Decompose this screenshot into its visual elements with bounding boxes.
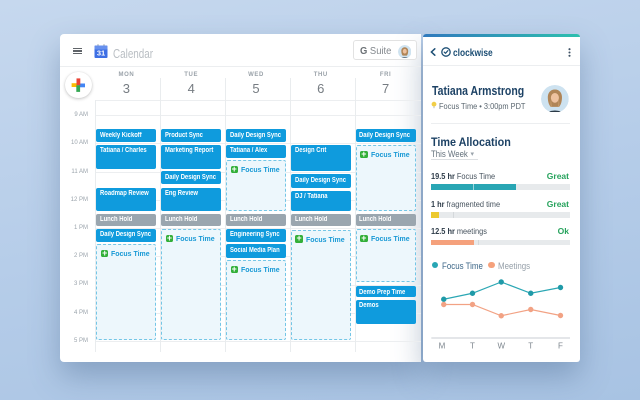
svg-text:T: T: [528, 342, 533, 351]
svg-text:W: W: [497, 342, 505, 351]
svg-text:31: 31: [96, 48, 104, 57]
svg-text:T: T: [470, 342, 475, 351]
svg-text:M: M: [439, 342, 446, 351]
svg-text:F: F: [558, 342, 563, 351]
